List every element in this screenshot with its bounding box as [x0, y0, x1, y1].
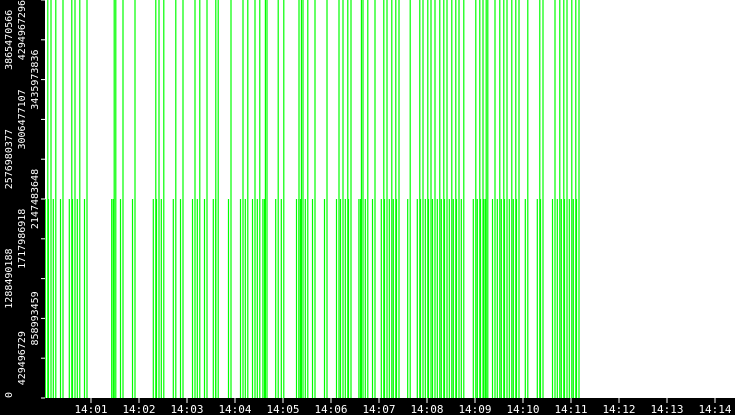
x-axis: 14:01 14:02 14:03 14:04 14:05 14:06 14:07 14:08… — [74, 398, 732, 415]
y-axis: 0429496729858993459128849018817179869182… — [4, 0, 45, 399]
x-tick-label: 14:01 — [74, 403, 107, 415]
y-tick-label: 858993459 — [30, 291, 41, 345]
x-tick-label: 14:05 — [266, 403, 299, 415]
y-tick-label: 2576980377 — [4, 129, 15, 189]
y-tick-label: 2147483648 — [30, 169, 41, 229]
y-tick-label: 3865470566 — [4, 10, 15, 70]
x-tick-label: 14:07 — [362, 403, 395, 415]
y-tick-label: 1717986918 — [17, 209, 28, 269]
y-tick-label: 3435973836 — [30, 49, 41, 109]
x-tick-label: 14:13 — [650, 403, 683, 415]
y-tick-label: 1288490188 — [4, 248, 15, 308]
y-tick-label: 4294967296 — [17, 0, 28, 60]
x-tick-label: 14:11 — [554, 403, 587, 415]
plot-area — [45, 0, 735, 398]
y-tick-label: 429496729 — [17, 331, 28, 385]
x-tick-label: 14:04 — [218, 403, 251, 415]
x-tick-label: 14:02 — [122, 403, 155, 415]
x-tick-label: 14:06 — [314, 403, 347, 415]
y-axis-band — [0, 0, 45, 415]
x-tick-label: 14:08 — [410, 403, 443, 415]
x-tick-label: 14:03 — [170, 403, 203, 415]
x-tick-label: 14:12 — [602, 403, 635, 415]
y-tick-label: 3006477107 — [17, 89, 28, 149]
x-tick-label: 14:10 — [506, 403, 539, 415]
x-tick-label: 14:09 — [458, 403, 491, 415]
y-tick-label: 0 — [4, 392, 15, 398]
bars-group — [44, 0, 580, 398]
x-tick-label: 14:14 — [698, 403, 731, 415]
x-axis-band — [0, 398, 735, 415]
